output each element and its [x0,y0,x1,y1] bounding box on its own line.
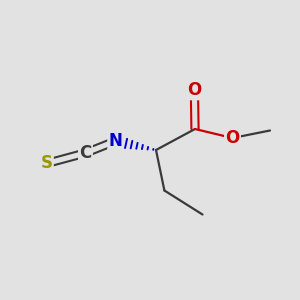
Text: C: C [80,144,92,162]
Text: N: N [109,132,122,150]
Text: O: O [225,129,240,147]
Text: O: O [187,81,202,99]
Text: S: S [40,154,52,172]
